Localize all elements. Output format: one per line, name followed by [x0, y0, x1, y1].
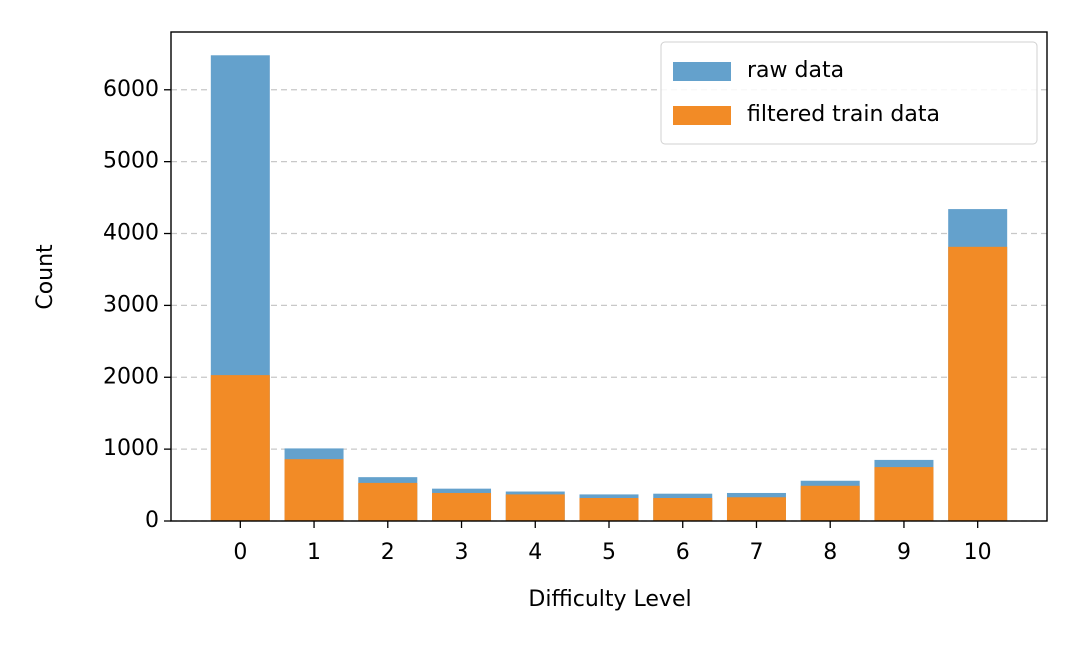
y-tick-label: 6000 [103, 77, 159, 102]
legend-swatch [673, 106, 731, 125]
x-tick-label: 2 [381, 540, 395, 565]
y-tick-label: 5000 [103, 149, 159, 174]
bar [800, 485, 860, 521]
x-tick-label: 1 [307, 540, 321, 565]
legend-label: filtered train data [747, 102, 940, 127]
legend: raw data filtered train data [660, 41, 1038, 145]
legend-box [660, 41, 1038, 145]
y-tick-label: 1000 [103, 436, 159, 461]
y-tick-label: 0 [145, 508, 159, 533]
x-tick-label: 4 [528, 540, 542, 565]
x-tick-label: 6 [676, 540, 690, 565]
bar [210, 375, 270, 521]
bar [505, 494, 565, 521]
x-tick-label: 10 [964, 540, 992, 565]
legend-swatch [673, 62, 731, 81]
bar [579, 498, 639, 521]
y-tick-label: 2000 [103, 364, 159, 389]
bar [432, 492, 492, 521]
x-tick-label: 0 [233, 540, 247, 565]
x-tick-label: 8 [823, 540, 837, 565]
y-tick-label: 3000 [103, 292, 159, 317]
legend-label: raw data [747, 58, 844, 83]
x-tick-label: 7 [749, 540, 763, 565]
plot-frame [170, 31, 1048, 522]
bar [948, 246, 1008, 521]
y-tick-label: 4000 [103, 221, 159, 246]
bar [874, 467, 934, 521]
y-axis-label: Count [33, 244, 58, 310]
bar [358, 482, 418, 521]
bar [284, 459, 344, 521]
bar [653, 498, 713, 521]
bar [726, 497, 786, 521]
x-tick-label: 3 [455, 540, 469, 565]
x-tick-label: 5 [602, 540, 616, 565]
x-axis-label: Difficulty Level [528, 587, 691, 612]
x-tick-label: 9 [897, 540, 911, 565]
